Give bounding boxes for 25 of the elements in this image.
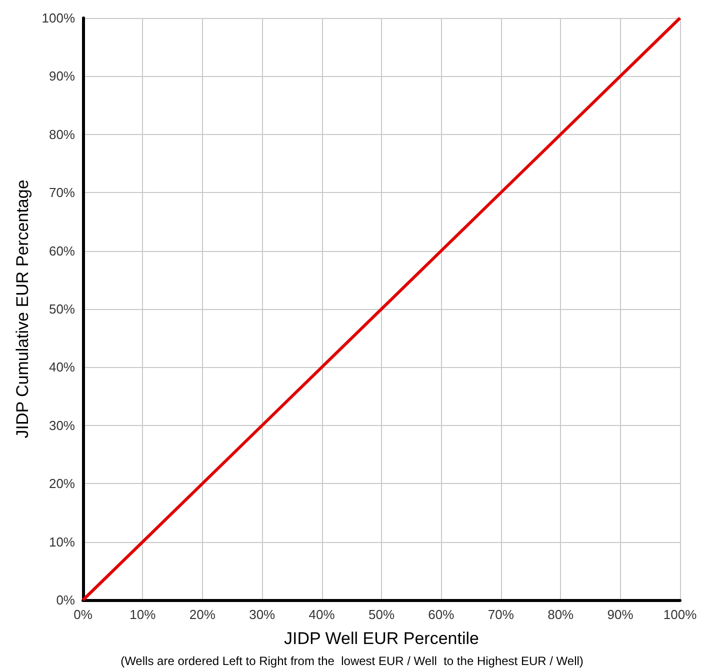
y-tick-label: 70% bbox=[48, 185, 76, 200]
y-tick-label: 10% bbox=[48, 534, 76, 550]
y-tick-label: 80% bbox=[48, 126, 76, 142]
x-tick-label: 70% bbox=[488, 607, 514, 622]
x-tick-label: 90% bbox=[607, 607, 634, 622]
x-tick-label: 10% bbox=[130, 607, 156, 622]
y-tick-label: 100% bbox=[42, 10, 76, 26]
y-tick-label: 90% bbox=[48, 68, 76, 84]
x-tick-label: 20% bbox=[189, 607, 216, 622]
x-tick-label: 0% bbox=[74, 607, 93, 622]
y-tick-label: 50% bbox=[48, 302, 76, 316]
x-tick-label: 30% bbox=[249, 607, 276, 622]
y-tick-label: 30% bbox=[48, 418, 76, 433]
y-axis-title: JIDP Cumulative EUR Percentage bbox=[12, 180, 32, 438]
x-tick-label: 40% bbox=[308, 607, 336, 622]
x-tick-label: 60% bbox=[428, 607, 455, 622]
x-tick-label: 50% bbox=[368, 607, 395, 622]
y-tick-label: 60% bbox=[48, 243, 76, 258]
x-tick-label: 100% bbox=[663, 607, 698, 622]
y-tick-label: 0% bbox=[56, 592, 76, 608]
x-axis-title: JIDP Well EUR Percentile bbox=[284, 629, 479, 648]
text: (Wells are ordered Left to Right from the lowest EUR / Well to the Highest EUR / Well) bbox=[120, 654, 584, 668]
x-tick-label: 80% bbox=[548, 607, 574, 622]
y-tick-label: 40% bbox=[48, 360, 76, 375]
y-tick-label: 20% bbox=[48, 476, 76, 492]
